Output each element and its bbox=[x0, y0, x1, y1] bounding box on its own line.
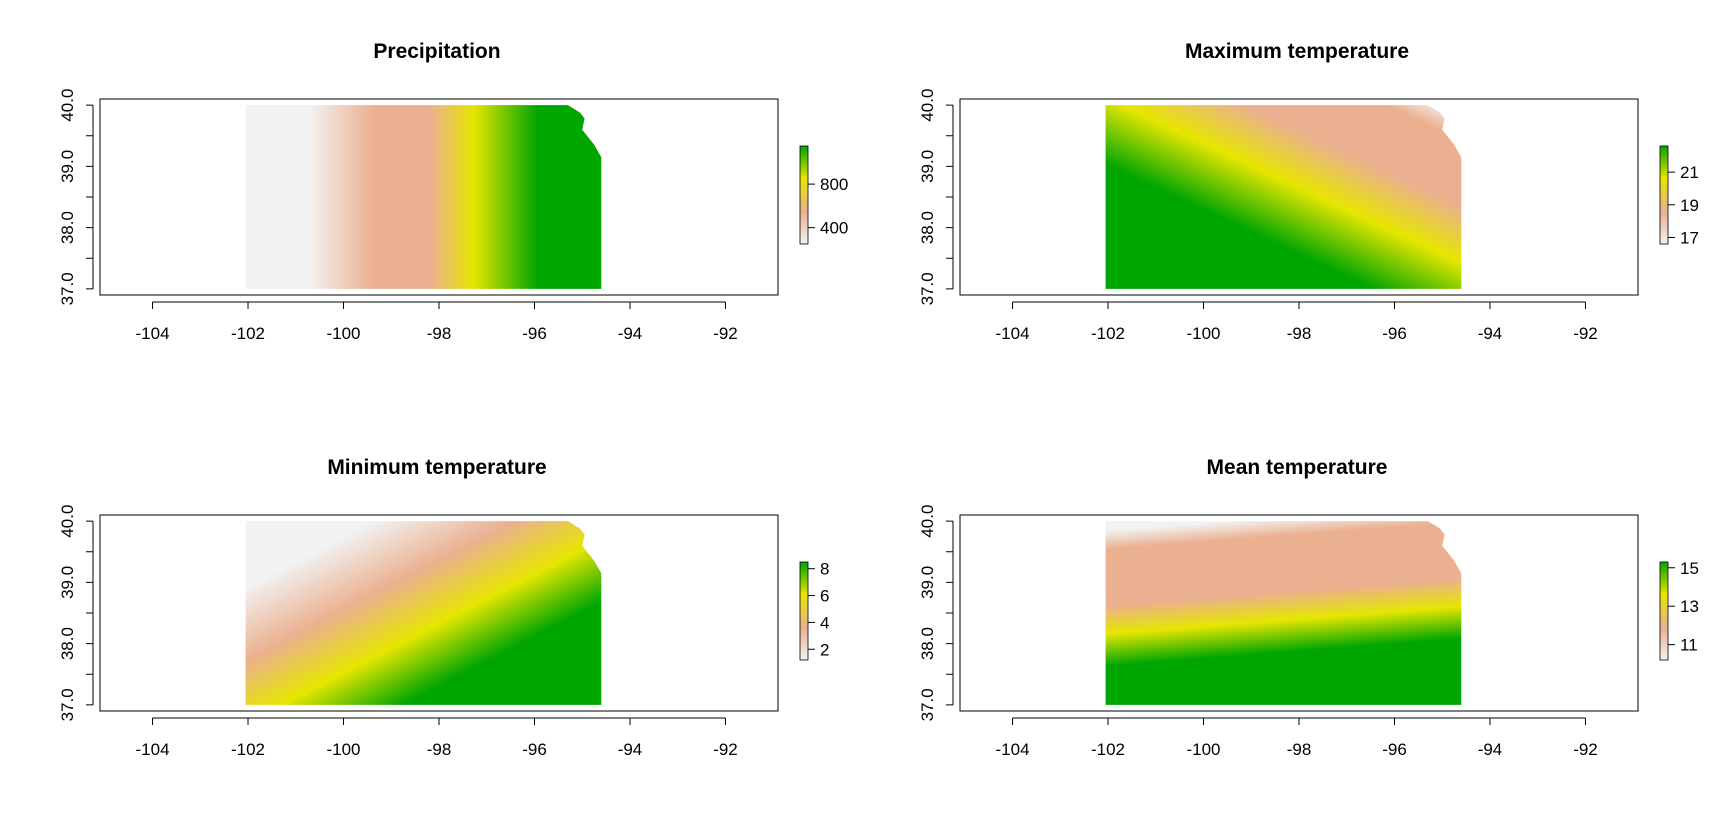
x-tick-label: -96 bbox=[1382, 740, 1407, 759]
x-tick-label: -92 bbox=[713, 740, 738, 759]
raster-map bbox=[1105, 521, 1462, 705]
y-axis: 37.0 38.0 39.0 40.0 bbox=[918, 505, 954, 721]
x-tick-label: -102 bbox=[1091, 740, 1125, 759]
x-axis: -104 -102 -100 -98 -96 -94 -92 bbox=[136, 301, 738, 343]
x-tick-label: -92 bbox=[1573, 324, 1598, 343]
x-tick-label: -98 bbox=[427, 324, 452, 343]
panel-1: Precipitation -104 -102 -100 -98 -96 -94 -92 37.… bbox=[58, 40, 848, 343]
legend-tick-label: 4 bbox=[820, 613, 829, 632]
legend-colorbar: 2 4 6 8 bbox=[799, 560, 829, 661]
legend-bar bbox=[1659, 145, 1669, 245]
x-axis: -104 -102 -100 -98 -96 -94 -92 bbox=[136, 717, 738, 759]
x-tick-label: -94 bbox=[618, 324, 643, 343]
legend-tick-label: 13 bbox=[1680, 597, 1699, 616]
x-tick-label: -100 bbox=[326, 740, 360, 759]
x-tick-label: -100 bbox=[326, 324, 360, 343]
panel-2: Maximum temperature -104 -102 -100 -98 -96 -94… bbox=[918, 40, 1699, 343]
y-tick-label: 40.0 bbox=[918, 505, 937, 538]
y-tick-label: 38.0 bbox=[58, 627, 77, 660]
y-tick-label: 38.0 bbox=[918, 627, 937, 660]
y-tick-label: 37.0 bbox=[918, 688, 937, 721]
x-tick-label: -98 bbox=[427, 740, 452, 759]
y-tick-label: 39.0 bbox=[58, 566, 77, 599]
x-tick-label: -102 bbox=[1091, 324, 1125, 343]
x-tick-label: -98 bbox=[1287, 740, 1312, 759]
x-tick-label: -104 bbox=[136, 324, 170, 343]
panel-title: Maximum temperature bbox=[1185, 40, 1409, 63]
y-tick-label: 40.0 bbox=[58, 505, 77, 538]
legend-tick-label: 19 bbox=[1680, 196, 1699, 215]
raster-map bbox=[245, 521, 602, 705]
legend-tick-label: 6 bbox=[820, 587, 829, 606]
plot-frame bbox=[99, 514, 779, 712]
x-axis: -104 -102 -100 -98 -96 -94 -92 bbox=[996, 301, 1598, 343]
y-axis: 37.0 38.0 39.0 40.0 bbox=[918, 89, 954, 305]
panel-title: Mean temperature bbox=[1207, 456, 1388, 479]
y-tick-label: 39.0 bbox=[918, 150, 937, 183]
x-tick-label: -100 bbox=[1186, 740, 1220, 759]
panel-3: Minimum temperature -104 -102 -100 -98 -96 -94… bbox=[58, 456, 829, 759]
x-tick-label: -96 bbox=[1382, 324, 1407, 343]
legend-bar bbox=[799, 561, 809, 661]
legend-bar bbox=[799, 145, 809, 245]
y-tick-label: 38.0 bbox=[58, 211, 77, 244]
legend-colorbar: 400 800 bbox=[799, 145, 848, 245]
y-tick-label: 37.0 bbox=[58, 272, 77, 305]
plot-frame bbox=[99, 98, 779, 296]
raster-map bbox=[1105, 105, 1462, 289]
legend-tick-label: 800 bbox=[820, 175, 848, 194]
x-tick-label: -104 bbox=[996, 324, 1030, 343]
panel-title: Minimum temperature bbox=[327, 456, 546, 479]
legend-tick-label: 400 bbox=[820, 219, 848, 238]
y-tick-label: 39.0 bbox=[58, 150, 77, 183]
x-tick-label: -92 bbox=[713, 324, 738, 343]
raster-map bbox=[245, 105, 602, 289]
x-tick-label: -98 bbox=[1287, 324, 1312, 343]
x-tick-label: -102 bbox=[231, 324, 265, 343]
plot-frame bbox=[959, 514, 1639, 712]
plot-frame bbox=[959, 98, 1639, 296]
y-axis: 37.0 38.0 39.0 40.0 bbox=[58, 505, 94, 721]
legend-tick-label: 8 bbox=[820, 560, 829, 579]
legend-tick-label: 11 bbox=[1680, 636, 1698, 655]
legend-colorbar: 17 19 21 bbox=[1659, 145, 1699, 247]
y-tick-label: 37.0 bbox=[918, 272, 937, 305]
x-tick-label: -100 bbox=[1186, 324, 1220, 343]
x-axis: -104 -102 -100 -98 -96 -94 -92 bbox=[996, 717, 1598, 759]
y-axis: 37.0 38.0 39.0 40.0 bbox=[58, 89, 94, 305]
legend-bar bbox=[1659, 561, 1669, 661]
x-tick-label: -102 bbox=[231, 740, 265, 759]
legend-tick-label: 2 bbox=[820, 640, 829, 659]
legend-tick-label: 15 bbox=[1680, 559, 1699, 578]
x-tick-label: -92 bbox=[1573, 740, 1598, 759]
panel-title: Precipitation bbox=[373, 40, 500, 63]
x-tick-label: -96 bbox=[522, 740, 547, 759]
x-tick-label: -104 bbox=[136, 740, 170, 759]
y-tick-label: 37.0 bbox=[58, 688, 77, 721]
legend-colorbar: 11 13 15 bbox=[1659, 559, 1699, 661]
x-tick-label: -104 bbox=[996, 740, 1030, 759]
y-tick-label: 40.0 bbox=[58, 89, 77, 122]
x-tick-label: -94 bbox=[618, 740, 643, 759]
y-tick-label: 38.0 bbox=[918, 211, 937, 244]
legend-tick-label: 21 bbox=[1680, 163, 1699, 182]
x-tick-label: -94 bbox=[1478, 324, 1503, 343]
y-tick-label: 39.0 bbox=[918, 566, 937, 599]
panel-4: Mean temperature -104 -102 -100 -98 -96 -94 -92… bbox=[918, 456, 1699, 759]
x-tick-label: -94 bbox=[1478, 740, 1503, 759]
x-tick-label: -96 bbox=[522, 324, 547, 343]
y-tick-label: 40.0 bbox=[918, 89, 937, 122]
legend-tick-label: 17 bbox=[1680, 228, 1699, 247]
